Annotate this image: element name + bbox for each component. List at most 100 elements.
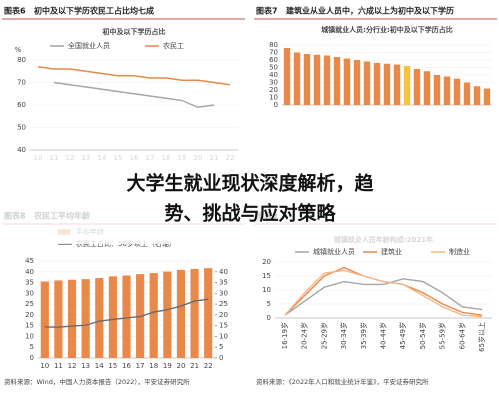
- y-unit: %: [15, 46, 22, 54]
- x-tick-label: 60-64岁: [457, 322, 466, 349]
- y-tick-label: 0: [30, 354, 34, 362]
- bar: [54, 280, 63, 358]
- bar: [373, 63, 381, 105]
- source: 资料来源：《2022年人口和就业统计年鉴》，平安证券研究所: [256, 377, 429, 386]
- series-line: [53, 81, 215, 108]
- bar: [163, 271, 172, 358]
- bar: [95, 278, 104, 358]
- series-line: [284, 269, 483, 318]
- x-tick-label: 14: [95, 362, 104, 370]
- bar: [81, 279, 90, 358]
- y-tick-label: 20: [262, 258, 271, 266]
- x-tick-label: 40-44岁: [379, 322, 388, 349]
- x-tick-label: 15: [108, 362, 117, 370]
- source: 资料来源：Wind，中国人力资本报告（2022），平安证券研究所: [4, 377, 190, 386]
- banner: [0, 152, 499, 244]
- x-tick-label: 30-34岁: [339, 322, 348, 349]
- x-tick-label: 16: [122, 362, 131, 370]
- y-tick-label: 30: [25, 289, 34, 297]
- y2-tick-label: 5: [219, 343, 223, 351]
- y-tick-label: 40: [269, 71, 278, 79]
- bar: [383, 63, 391, 105]
- y-tick-label: 70: [269, 49, 278, 57]
- x-tick-label: 20: [177, 362, 186, 370]
- chart-title: 初中及以下学历农民工占比均七成: [34, 6, 154, 16]
- bar: [473, 86, 481, 105]
- chart-subtitle: 城镇就业人员:分行业:初中及以下学历占比: [321, 25, 453, 34]
- bar: [40, 281, 49, 358]
- bar: [108, 276, 117, 358]
- y-tick-label: 5: [30, 343, 34, 351]
- bar: [463, 82, 471, 105]
- headline: 大学生就业现状深度解析，趋: [126, 172, 374, 195]
- x-tick-label: 13: [81, 362, 90, 370]
- bar: [453, 78, 461, 105]
- bar: [283, 48, 291, 105]
- bar: [303, 54, 311, 105]
- y-tick-label: 15: [262, 272, 271, 280]
- y-tick-label: 50: [17, 124, 26, 132]
- legend-label: 建筑业: [381, 247, 402, 256]
- y2-tick-label: 35: [219, 279, 228, 287]
- x-tick-label: 21: [190, 362, 199, 370]
- series-line: [37, 66, 231, 86]
- x-tick-label: 50-54岁: [418, 322, 427, 349]
- chart-title: 建筑业从业人员中，六成以上为初中及以下学历: [285, 6, 454, 16]
- y-tick-label: 70: [17, 79, 26, 87]
- y-tick-label: 10: [25, 332, 34, 340]
- series-line: [284, 266, 483, 316]
- legend-label: 农民工: [163, 41, 184, 50]
- y-tick-label: 40: [25, 268, 34, 276]
- y2-tick-label: 30: [219, 289, 228, 297]
- y-tick-label: 30: [269, 79, 278, 87]
- x-tick-label: 55-59岁: [438, 322, 447, 349]
- y-tick-label: 0: [267, 314, 271, 322]
- y2-tick-label: 25: [219, 300, 228, 308]
- bar: [433, 75, 441, 105]
- bar: [333, 57, 341, 105]
- x-tick-label: 17: [136, 362, 145, 370]
- x-tick-label: 22: [204, 362, 213, 370]
- bar: [176, 269, 186, 358]
- y-tick-label: 50: [269, 64, 278, 72]
- legend-label: 城镇就业人员: [313, 247, 355, 256]
- y-tick-label: 20: [269, 86, 278, 94]
- bar: [363, 61, 371, 105]
- bar: [149, 273, 158, 358]
- bar: [122, 275, 131, 358]
- y-tick-label: 40: [17, 146, 26, 154]
- y-tick-label: 0: [274, 101, 278, 109]
- bar: [393, 64, 401, 105]
- y2-tick-label: 40: [219, 268, 228, 276]
- bar: [413, 69, 421, 105]
- y-tick-label: 80: [17, 56, 26, 64]
- y2-tick-label: 20: [219, 311, 228, 319]
- y-tick-label: 20: [25, 311, 34, 319]
- bar: [443, 76, 451, 105]
- x-tick-label: 10: [40, 362, 49, 370]
- y-tick-label: 60: [269, 56, 278, 64]
- bar: [313, 54, 321, 105]
- series-line: [284, 278, 483, 316]
- x-tick-label: 11: [54, 362, 63, 370]
- x-tick-label: 25-29岁: [319, 322, 328, 349]
- y-tick-label: 45: [25, 257, 34, 265]
- x-tick-label: 35-39岁: [359, 322, 368, 349]
- x-tick-label: 20-24岁: [300, 322, 309, 349]
- x-tick-label: 19: [163, 362, 172, 370]
- bar: [190, 268, 199, 358]
- y-tick-label: 60: [17, 101, 26, 109]
- y-tick-label: 80: [269, 41, 278, 49]
- bar: [483, 88, 491, 105]
- x-tick-label: 18: [149, 362, 158, 370]
- x-tick-label: 12: [68, 362, 77, 370]
- bar: [323, 55, 331, 105]
- x-tick-label: 45-49岁: [398, 322, 407, 349]
- bar: [403, 66, 411, 105]
- legend-label: 制造业: [449, 247, 470, 256]
- x-tick-label: 16-19岁: [280, 322, 289, 349]
- bar: [353, 60, 361, 105]
- bar: [67, 279, 77, 358]
